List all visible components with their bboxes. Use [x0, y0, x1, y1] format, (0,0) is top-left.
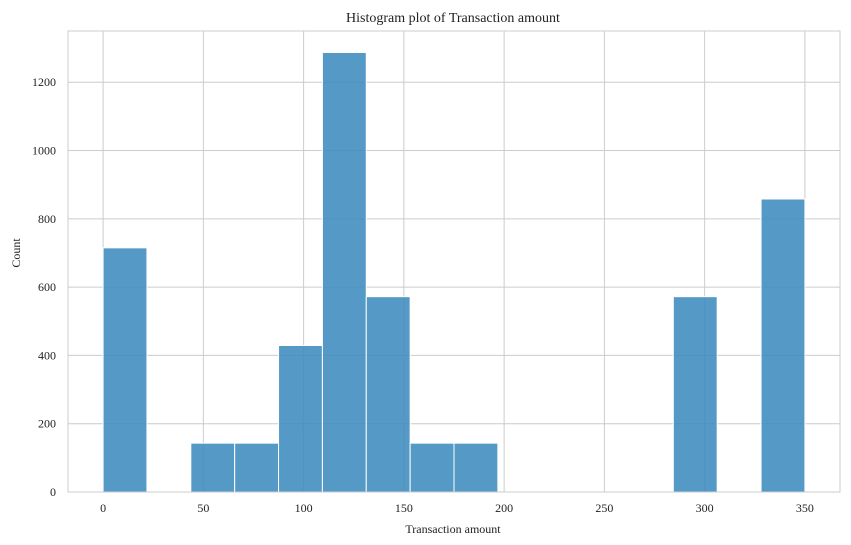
plot-frame — [67, 30, 841, 493]
x-tick-label: 250 — [595, 501, 613, 515]
plot-border — [67, 30, 841, 493]
y-tick-label: 200 — [38, 417, 56, 431]
grid-lines — [68, 31, 840, 493]
x-tick-label: 100 — [295, 501, 313, 515]
histogram-bar — [278, 345, 323, 493]
histogram-bar — [453, 442, 499, 493]
y-tick-label: 800 — [38, 212, 56, 226]
x-tick-label: 350 — [796, 501, 814, 515]
histogram-bar — [102, 247, 148, 493]
y-tick-label: 1200 — [32, 75, 56, 89]
histogram-bar — [365, 296, 411, 493]
bars — [102, 52, 806, 493]
histogram-bar — [234, 442, 280, 493]
chart-title: Histogram plot of Transaction amount — [346, 11, 560, 26]
x-tick-label: 0 — [100, 501, 106, 515]
x-tick-labels: 0 50 100 150 200 250 300 350 — [100, 501, 814, 515]
x-axis-label: Transaction amount — [405, 522, 501, 536]
y-tick-label: 600 — [38, 280, 56, 294]
histogram-bar — [672, 296, 718, 493]
x-tick-label: 50 — [197, 501, 209, 515]
histogram-bar — [190, 442, 236, 493]
y-tick-labels: 0 200 400 600 800 1000 1200 — [32, 75, 56, 499]
histogram-bar — [760, 198, 806, 493]
y-tick-label: 0 — [50, 485, 56, 499]
x-tick-label: 200 — [495, 501, 513, 515]
x-tick-label: 150 — [395, 501, 413, 515]
x-tick-label: 300 — [696, 501, 714, 515]
histogram-bar — [321, 52, 367, 493]
y-axis-label: Count — [9, 238, 23, 268]
y-tick-label: 1000 — [32, 144, 56, 158]
histogram-bar — [409, 442, 455, 493]
y-tick-label: 400 — [38, 348, 56, 362]
